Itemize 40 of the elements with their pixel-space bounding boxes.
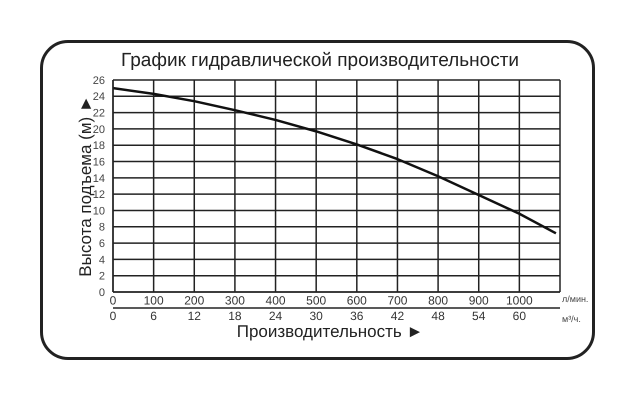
x-tick-label: 600: [346, 294, 368, 308]
y-tick-label: 24: [92, 91, 105, 104]
y-tick-label: 22: [92, 108, 105, 120]
x-tick-label: 100: [144, 294, 164, 308]
x2-tick-label: 0: [110, 309, 117, 323]
x2-tick-label: 30: [310, 309, 324, 323]
x2-tick-label: 12: [188, 309, 202, 323]
chart-title: График гидравлической производительности: [120, 50, 520, 72]
line-series: [113, 86, 558, 235]
y-tick-label: 26: [92, 74, 105, 87]
text: л/мин.: [562, 294, 588, 304]
x2-tick-label: 48: [431, 309, 446, 323]
x-tick-label: 800: [428, 294, 448, 308]
text: м³/ч.: [562, 314, 581, 324]
y-tick-label: 18: [92, 140, 105, 152]
x-tick-label: 300: [224, 294, 246, 308]
x2-tick-label: 36: [350, 309, 364, 323]
x-tick-label: 400: [266, 294, 286, 308]
x2-tick-label: 60: [512, 309, 526, 323]
x-tick-label: 200: [184, 294, 205, 308]
y-tick-label: 6: [98, 238, 105, 250]
x2-tick-label: 18: [228, 309, 242, 323]
y-tick-label: 2: [98, 270, 105, 283]
y-tick-label: 14: [92, 172, 105, 185]
y-tick-label: 10: [92, 205, 105, 218]
y-tick-label: 4: [98, 254, 105, 266]
x-axis-title: Производительность ►: [236, 322, 424, 341]
y-tick-label: 20: [92, 124, 105, 136]
x2-tick-label: 6: [150, 309, 158, 323]
x2-tick-label: 54: [472, 309, 486, 323]
x-tick-label: 1000: [506, 294, 534, 308]
x2-tick-label: 42: [390, 309, 404, 323]
x-tick-label: 0: [110, 294, 117, 308]
x-tick-label: 500: [306, 294, 327, 308]
x2-tick-label: 24: [268, 309, 283, 323]
y-tick-label: 12: [92, 189, 105, 202]
y-tick-label: 8: [98, 222, 105, 234]
x-tick-label: 700: [387, 294, 408, 308]
y-tick-label: 16: [92, 156, 105, 168]
x-tick-label: 900: [468, 294, 490, 308]
